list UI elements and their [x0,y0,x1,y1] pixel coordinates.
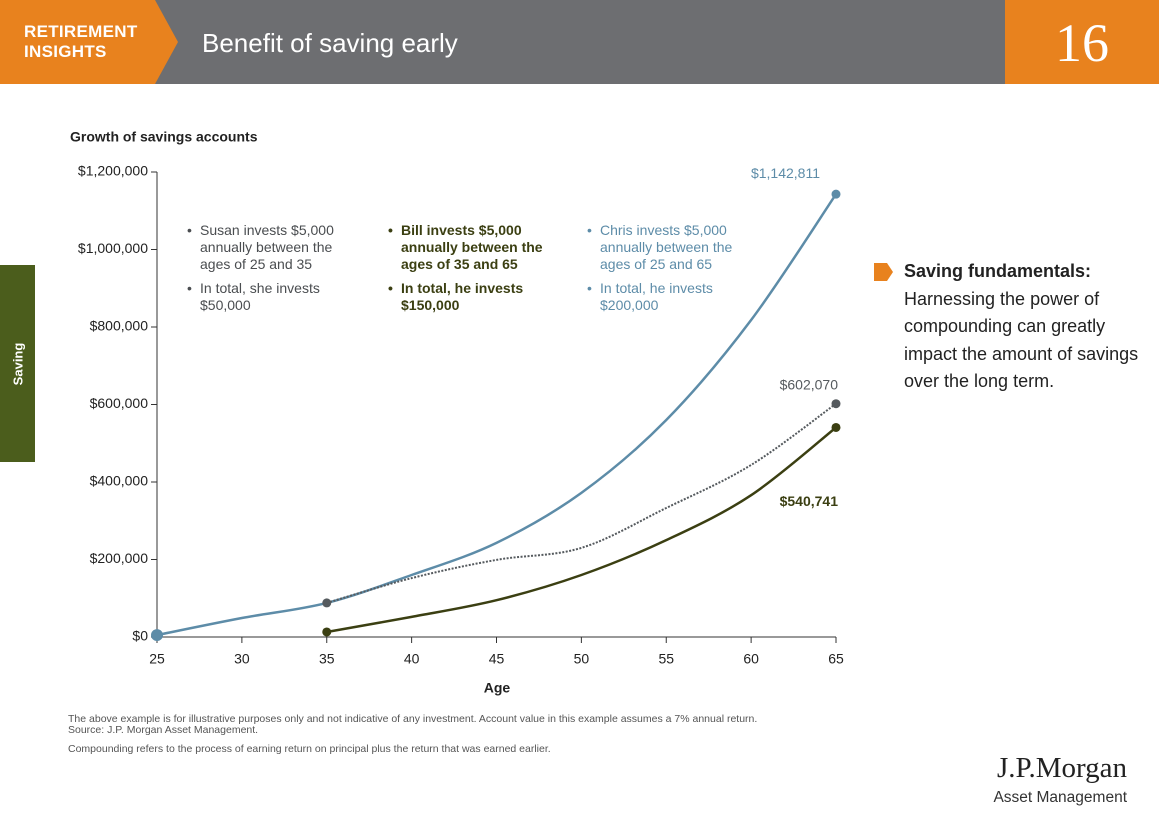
side-tab: Saving [0,265,35,462]
chart-title: Growth of savings accounts [70,129,258,145]
series-line [156,193,838,637]
sidebar-marker [874,263,893,281]
x-tick-label: 65 [828,651,844,667]
logo-name: J.P.Morgan [997,752,1127,784]
annotation: Susan invests $5,000 annually between th… [187,222,357,321]
page-number: 16 [1055,13,1109,73]
point-marker [831,422,841,432]
y-tick-label: $1,200,000 [78,163,148,179]
annotation: Chris invests $5,000 annually between th… [587,222,757,321]
annotation-bullet: Susan invests $5,000 annually between th… [187,222,357,273]
annotation-bullet: Chris invests $5,000 annually between th… [587,222,757,273]
x-tick-label: 60 [743,651,759,667]
annotation: Bill invests $5,000 annually between the… [388,222,558,321]
x-tick-label: 40 [404,651,420,667]
value-label: $540,741 [780,493,839,509]
x-tick-label: 50 [574,651,590,667]
series-line [326,426,837,634]
y-tick-label: $1,000,000 [78,240,148,256]
footnote: The above example is for illustrative pu… [68,713,758,725]
section-line: RETIREMENT [24,22,138,41]
logo-subtitle: Asset Management [993,789,1127,806]
footnote: Compounding refers to the process of ear… [68,743,551,755]
point-marker [831,399,841,409]
y-tick-label: $400,000 [90,473,149,489]
annotation-bullet: In total, he invests $150,000 [388,280,558,314]
point-marker [322,598,332,608]
y-tick-label: $600,000 [90,395,149,411]
annotation-bullet: In total, he invests $200,000 [587,280,757,314]
footnote: Source: J.P. Morgan Asset Management. [68,724,259,736]
point-marker [151,629,163,642]
value-label: $602,070 [780,376,839,392]
header-section: RETIREMENT INSIGHTS [24,22,138,62]
value-label: $1,142,811 [751,165,820,181]
footnotes: The above example is for illustrative pu… [68,714,757,755]
header-bar [0,0,1159,84]
section-line: INSIGHTS [24,42,107,61]
sidebar-title: Saving fundamentals: [904,261,1092,281]
side-tab-label: Saving [10,342,25,385]
y-tick-label: $200,000 [90,550,149,566]
sidebar: Saving fundamentals: Harnessing the powe… [904,258,1149,396]
x-tick-label: 45 [489,651,505,667]
annotation-bullet: Bill invests $5,000 annually between the… [388,222,558,273]
x-tick-label: 25 [149,651,165,667]
header-page-block [1005,0,1159,84]
annotation-bullet: In total, she invests $50,000 [187,280,357,314]
x-tick-label: 55 [658,651,674,667]
sidebar-text: Harnessing the power of compounding can … [904,288,1139,392]
x-axis-label: Age [484,680,511,696]
point-marker [322,627,332,637]
point-marker [831,189,841,199]
header-title: Benefit of saving early [202,28,458,58]
x-tick-label: 35 [319,651,335,667]
series-line [326,402,837,604]
x-tick-label: 30 [234,651,250,667]
y-tick-label: $0 [132,628,148,644]
header-section-block [0,0,178,84]
y-tick-label: $800,000 [90,318,149,334]
